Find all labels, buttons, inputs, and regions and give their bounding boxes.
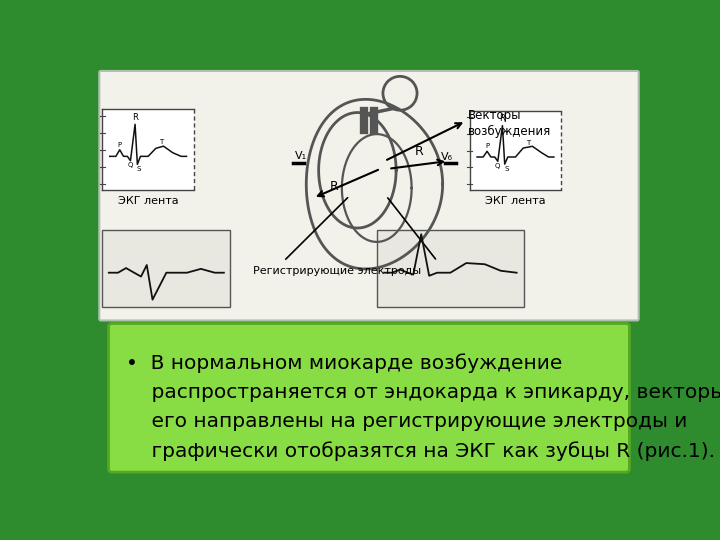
Text: P: P xyxy=(117,142,122,149)
FancyBboxPatch shape xyxy=(99,71,639,320)
Text: ЭКГ лента: ЭКГ лента xyxy=(485,197,546,206)
Text: R: R xyxy=(330,180,338,193)
Text: T: T xyxy=(159,139,163,145)
Text: распространяется от эндокарда к эпикарду, векторы: распространяется от эндокарда к эпикарду… xyxy=(126,383,720,402)
Bar xyxy=(377,231,524,307)
Text: V₁: V₁ xyxy=(294,151,307,161)
Text: P: P xyxy=(485,143,489,149)
Text: Векторы
возбуждения: Векторы возбуждения xyxy=(468,109,552,138)
Bar xyxy=(102,231,230,307)
Text: R: R xyxy=(415,145,424,158)
Text: Q: Q xyxy=(495,163,500,169)
Text: его направлены на регистрирующие электроды и: его направлены на регистрирующие электро… xyxy=(126,412,687,431)
Text: R: R xyxy=(132,113,138,122)
Bar xyxy=(469,111,561,190)
FancyBboxPatch shape xyxy=(109,323,629,472)
Text: V₆: V₆ xyxy=(441,152,453,162)
Text: T: T xyxy=(526,140,531,146)
Text: •  В нормальном миокарде возбуждение: • В нормальном миокарде возбуждение xyxy=(126,354,562,373)
Text: Q: Q xyxy=(127,162,133,168)
Text: R: R xyxy=(500,114,505,123)
Text: S: S xyxy=(137,166,141,172)
Text: S: S xyxy=(504,166,508,172)
Bar xyxy=(102,110,194,190)
Text: графически отобразятся на ЭКГ как зубцы R (рис.1).: графически отобразятся на ЭКГ как зубцы … xyxy=(126,441,715,461)
Text: ЭКГ лента: ЭКГ лента xyxy=(118,197,179,206)
Text: Регистрирующие электроды: Регистрирующие электроды xyxy=(253,266,421,276)
